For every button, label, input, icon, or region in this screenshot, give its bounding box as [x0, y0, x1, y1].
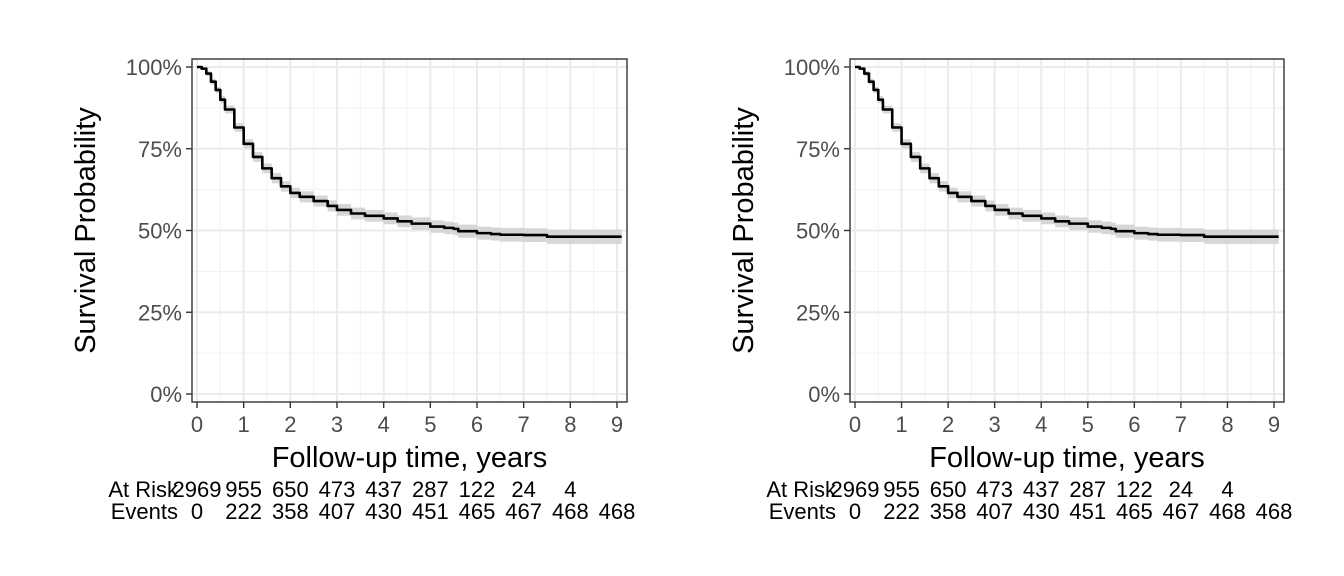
at-risk-value: 2969: [173, 477, 222, 502]
x-tick-label: 0: [191, 412, 203, 437]
at-risk-value: 955: [225, 477, 262, 502]
events-value: 222: [225, 499, 262, 524]
events-label: Events: [769, 499, 836, 524]
x-tick-label: 8: [1221, 412, 1233, 437]
events-value: 430: [1023, 499, 1060, 524]
events-value: 465: [1116, 499, 1153, 524]
x-tick-label: 1: [238, 412, 250, 437]
x-tick-label: 5: [1082, 412, 1094, 437]
events-value: 468: [1256, 499, 1293, 524]
y-tick-label: 50%: [138, 219, 182, 244]
x-tick-label: 7: [518, 412, 530, 437]
x-tick-label: 9: [1268, 412, 1280, 437]
events-value: 430: [365, 499, 402, 524]
events-label: Events: [111, 499, 178, 524]
x-tick-label: 7: [1175, 412, 1187, 437]
events-value: 0: [849, 499, 861, 524]
at-risk-value: 955: [883, 477, 920, 502]
events-value: 465: [459, 499, 496, 524]
km-chart-1: 0% 25% 50% 75% 100% 0 1 2 3 4 5 6 7 8 9 Follow-up time,…: [70, 55, 635, 524]
events-value: 0: [191, 499, 203, 524]
at-risk-value: 437: [1023, 477, 1060, 502]
x-tick-label: 1: [895, 412, 907, 437]
at-risk-value: 650: [930, 477, 967, 502]
x-tick-label: 5: [424, 412, 436, 437]
events-value: 358: [272, 499, 309, 524]
x-tick-label: 9: [611, 412, 623, 437]
y-tick-label: 25%: [796, 300, 840, 325]
y-tick-label: 75%: [138, 137, 182, 162]
at-risk-value: 2969: [831, 477, 880, 502]
at-risk-value: 287: [1069, 477, 1106, 502]
at-risk-value: 122: [459, 477, 496, 502]
x-tick-label: 4: [378, 412, 390, 437]
survival-curve: [855, 65, 1279, 239]
x-tick-label: 2: [284, 412, 296, 437]
at-risk-label: At Risk: [766, 477, 837, 502]
risk-table: At RiskEvents296909552226503584734074374…: [108, 477, 635, 524]
x-tick-label: 3: [331, 412, 343, 437]
y-tick-label: 100%: [126, 55, 182, 80]
y-tick-label: 0%: [808, 382, 840, 407]
y-tick-label: 50%: [796, 219, 840, 244]
at-risk-value: 287: [412, 477, 449, 502]
events-value: 407: [319, 499, 356, 524]
events-value: 222: [883, 499, 920, 524]
x-tick-label: 3: [989, 412, 1001, 437]
confidence-band: [855, 67, 1279, 244]
x-tick-label: 6: [1128, 412, 1140, 437]
x-tick-label: 4: [1035, 412, 1047, 437]
at-risk-value: 4: [1221, 477, 1233, 502]
risk-table: At RiskEvents296909552226503584734074374…: [766, 477, 1292, 524]
confidence-band: [197, 67, 622, 244]
events-value: 407: [976, 499, 1013, 524]
events-value: 358: [930, 499, 967, 524]
events-value: 468: [1209, 499, 1246, 524]
at-risk-value: 24: [511, 477, 535, 502]
events-value: 467: [505, 499, 542, 524]
km-chart-2: 0% 25% 50% 75% 100% 0 1 2 3 4 5 6 7 8 9 Follow-up time,…: [728, 55, 1292, 524]
events-value: 451: [412, 499, 449, 524]
at-risk-label: At Risk: [108, 477, 179, 502]
x-tick-label: 0: [849, 412, 861, 437]
events-value: 468: [599, 499, 636, 524]
x-axis-title: Follow-up time, years: [929, 442, 1205, 474]
y-axis-title: Survival Probability: [70, 107, 102, 354]
at-risk-value: 473: [319, 477, 356, 502]
x-tick-label: 8: [564, 412, 576, 437]
at-risk-value: 473: [976, 477, 1013, 502]
y-tick-label: 100%: [784, 55, 840, 80]
y-axis-title: Survival Probability: [728, 107, 760, 354]
at-risk-value: 650: [272, 477, 309, 502]
y-tick-label: 75%: [796, 137, 840, 162]
at-risk-value: 4: [564, 477, 576, 502]
y-tick-label: 25%: [138, 300, 182, 325]
at-risk-value: 24: [1169, 477, 1193, 502]
x-tick-label: 6: [471, 412, 483, 437]
at-risk-value: 122: [1116, 477, 1153, 502]
x-tick-label: 2: [942, 412, 954, 437]
events-value: 467: [1163, 499, 1200, 524]
at-risk-value: 437: [365, 477, 402, 502]
x-axis-title: Follow-up time, years: [272, 442, 548, 474]
survival-curve: [197, 65, 622, 239]
y-tick-label: 0%: [150, 382, 182, 407]
events-value: 468: [552, 499, 589, 524]
events-value: 451: [1069, 499, 1106, 524]
